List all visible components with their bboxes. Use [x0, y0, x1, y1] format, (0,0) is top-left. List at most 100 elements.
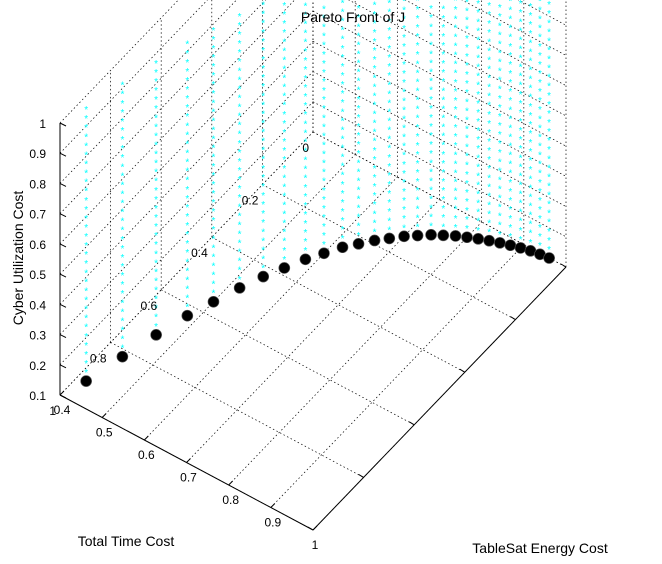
- x-tick: [228, 480, 234, 486]
- series-star: *: [529, 229, 533, 240]
- series-star: *: [387, 53, 391, 64]
- series-star: *: [154, 122, 158, 133]
- series-star: *: [465, 70, 469, 81]
- series-star: *: [282, 146, 286, 157]
- series-star: *: [212, 107, 216, 118]
- series-star: *: [322, 150, 326, 161]
- series-star: *: [282, 74, 286, 85]
- series-star: *: [261, 227, 265, 238]
- series-star: *: [519, 0, 523, 10]
- series-star: *: [454, 51, 458, 62]
- series-star: *: [154, 204, 158, 215]
- series-star: *: [322, 186, 326, 197]
- series-star: *: [429, 195, 433, 206]
- series-star: *: [538, 151, 542, 162]
- series-star: *: [238, 57, 242, 68]
- series-star: *: [487, 228, 491, 239]
- series-star: *: [212, 116, 216, 127]
- series-star: *: [154, 159, 158, 170]
- series-star: *: [487, 137, 491, 148]
- series-star: *: [429, 158, 433, 169]
- series-star: *: [508, 60, 512, 71]
- z-tick: [59, 213, 67, 218]
- series-star: *: [261, 64, 265, 75]
- series-star: *: [238, 166, 242, 177]
- series-star: *: [303, 192, 307, 203]
- series-star: *: [282, 182, 286, 193]
- series-star: *: [402, 178, 406, 189]
- series-star: *: [387, 126, 391, 137]
- series-star: *: [529, 11, 533, 22]
- series-star: *: [465, 134, 469, 145]
- series-star: *: [429, 40, 433, 51]
- series-star: *: [282, 137, 286, 148]
- front-point: [336, 241, 349, 254]
- series-star: *: [373, 73, 377, 84]
- series-star: *: [487, 83, 491, 94]
- series-star: *: [282, 19, 286, 30]
- series-star: *: [341, 98, 345, 109]
- series-star: *: [322, 32, 326, 43]
- series-star: *: [84, 350, 88, 361]
- series-star: *: [529, 120, 533, 131]
- series-star: *: [261, 236, 265, 247]
- series-star: *: [547, 218, 551, 229]
- series-star: *: [487, 46, 491, 57]
- series-star: *: [529, 138, 533, 149]
- series-star: *: [476, 190, 480, 201]
- series-star: *: [373, 164, 377, 175]
- series-star: *: [387, 80, 391, 91]
- series-star: *: [519, 72, 523, 83]
- series-star: *: [547, 200, 551, 211]
- series-star: *: [84, 250, 88, 261]
- series-star: *: [322, 122, 326, 133]
- series-star: *: [508, 132, 512, 143]
- series-star: *: [357, 13, 361, 24]
- series-star: *: [154, 249, 158, 260]
- series-star: *: [538, 96, 542, 107]
- series-star: *: [402, 96, 406, 107]
- series-star: *: [303, 65, 307, 76]
- series-star: *: [547, 245, 551, 256]
- series-star: *: [454, 150, 458, 161]
- series-star: *: [416, 141, 420, 152]
- series-star: *: [476, 108, 480, 119]
- series-star: *: [416, 204, 420, 215]
- series-star: *: [508, 169, 512, 180]
- series-star: *: [212, 198, 216, 209]
- series-star: *: [476, 63, 480, 74]
- series-star: *: [120, 108, 124, 119]
- series-star: *: [538, 5, 542, 16]
- series-star: *: [154, 313, 158, 324]
- series-star: *: [538, 51, 542, 62]
- chart-title: Pareto Front of J: [301, 9, 405, 25]
- z-tick: [59, 182, 67, 187]
- series-star: *: [487, 219, 491, 230]
- series-star: *: [373, 209, 377, 220]
- series-star: *: [185, 176, 189, 187]
- series-star: *: [402, 187, 406, 198]
- series-star: *: [441, 204, 445, 215]
- series-star: *: [519, 99, 523, 110]
- series-star: *: [303, 246, 307, 257]
- series-star: *: [416, 186, 420, 197]
- grid-line: [211, 236, 465, 373]
- series-star: *: [120, 307, 124, 318]
- series-star: *: [154, 150, 158, 161]
- tick-labels: 0.10.20.30.40.50.60.70.80.910.40.50.60.7…: [29, 117, 318, 552]
- series-star: *: [465, 115, 469, 126]
- series-star: *: [402, 60, 406, 71]
- z-tick-label: 0.4: [29, 298, 46, 312]
- series-star: *: [402, 169, 406, 180]
- series-star: *: [441, 68, 445, 79]
- series-star: *: [529, 102, 533, 113]
- series-star: *: [238, 130, 242, 141]
- series-star: *: [357, 204, 361, 215]
- series-star: *: [429, 13, 433, 24]
- series-star: *: [238, 220, 242, 231]
- series-star: *: [476, 171, 480, 182]
- series-star: *: [529, 38, 533, 49]
- series-star: *: [508, 51, 512, 62]
- series-star: *: [519, 171, 523, 182]
- x-tick-label: 0.8: [222, 493, 239, 507]
